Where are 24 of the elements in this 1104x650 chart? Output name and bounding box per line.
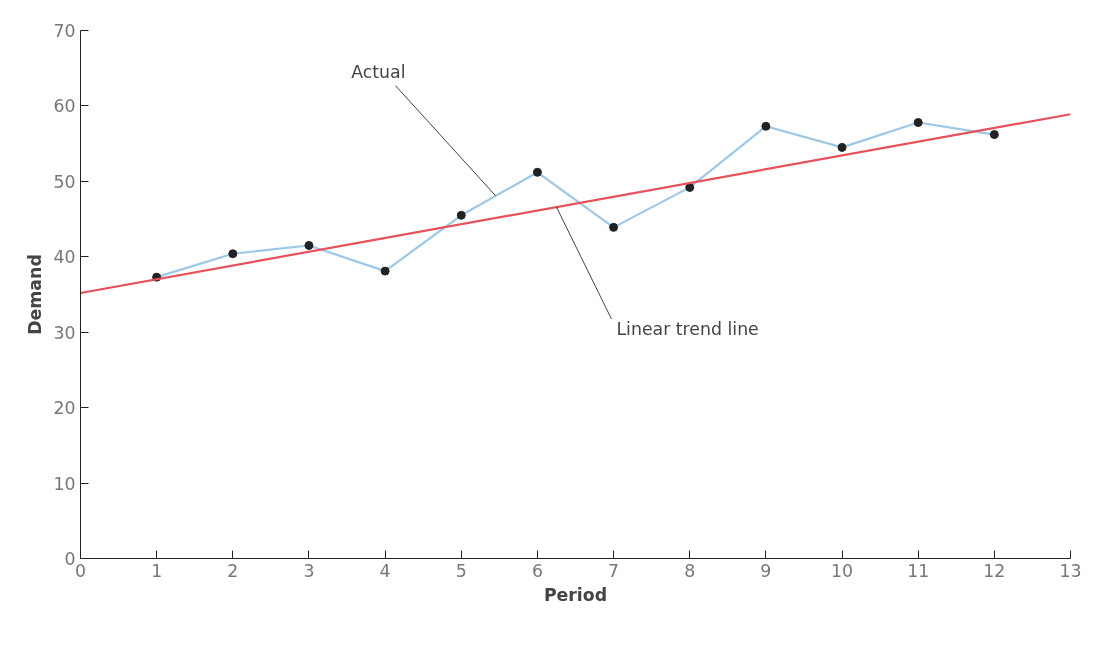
x-tick-label: 13 xyxy=(1059,560,1082,581)
y-tick-label: 40 xyxy=(53,247,76,268)
annotation: Actual xyxy=(351,61,406,82)
y-tick-label: 30 xyxy=(53,322,76,343)
x-tick-label: 9 xyxy=(760,560,772,581)
y-tick-label: 70 xyxy=(53,21,76,41)
x-tick-label: 10 xyxy=(831,560,854,581)
y-axis-title: Demand xyxy=(25,254,46,335)
y-tick-label: 20 xyxy=(53,398,76,419)
x-tick-label: 11 xyxy=(907,560,930,581)
annotation: Linear trend line xyxy=(616,319,759,339)
x-tick-label: 4 xyxy=(379,560,391,581)
x-tick-label: 6 xyxy=(531,560,543,581)
x-tick-label: 2 xyxy=(227,560,239,581)
x-tick-label: 1 xyxy=(151,560,163,581)
x-tick-label: 5 xyxy=(455,560,467,581)
x-tick-label: 3 xyxy=(303,560,315,581)
y-tick-label: 50 xyxy=(53,171,76,192)
y-tick-label: 10 xyxy=(53,473,76,494)
x-tick-label: 12 xyxy=(983,560,1006,581)
x-tick-label: 7 xyxy=(608,560,620,581)
y-tick-label: 60 xyxy=(53,96,76,117)
x-tick-label: 8 xyxy=(684,560,696,581)
x-axis-title: Period xyxy=(543,584,608,605)
